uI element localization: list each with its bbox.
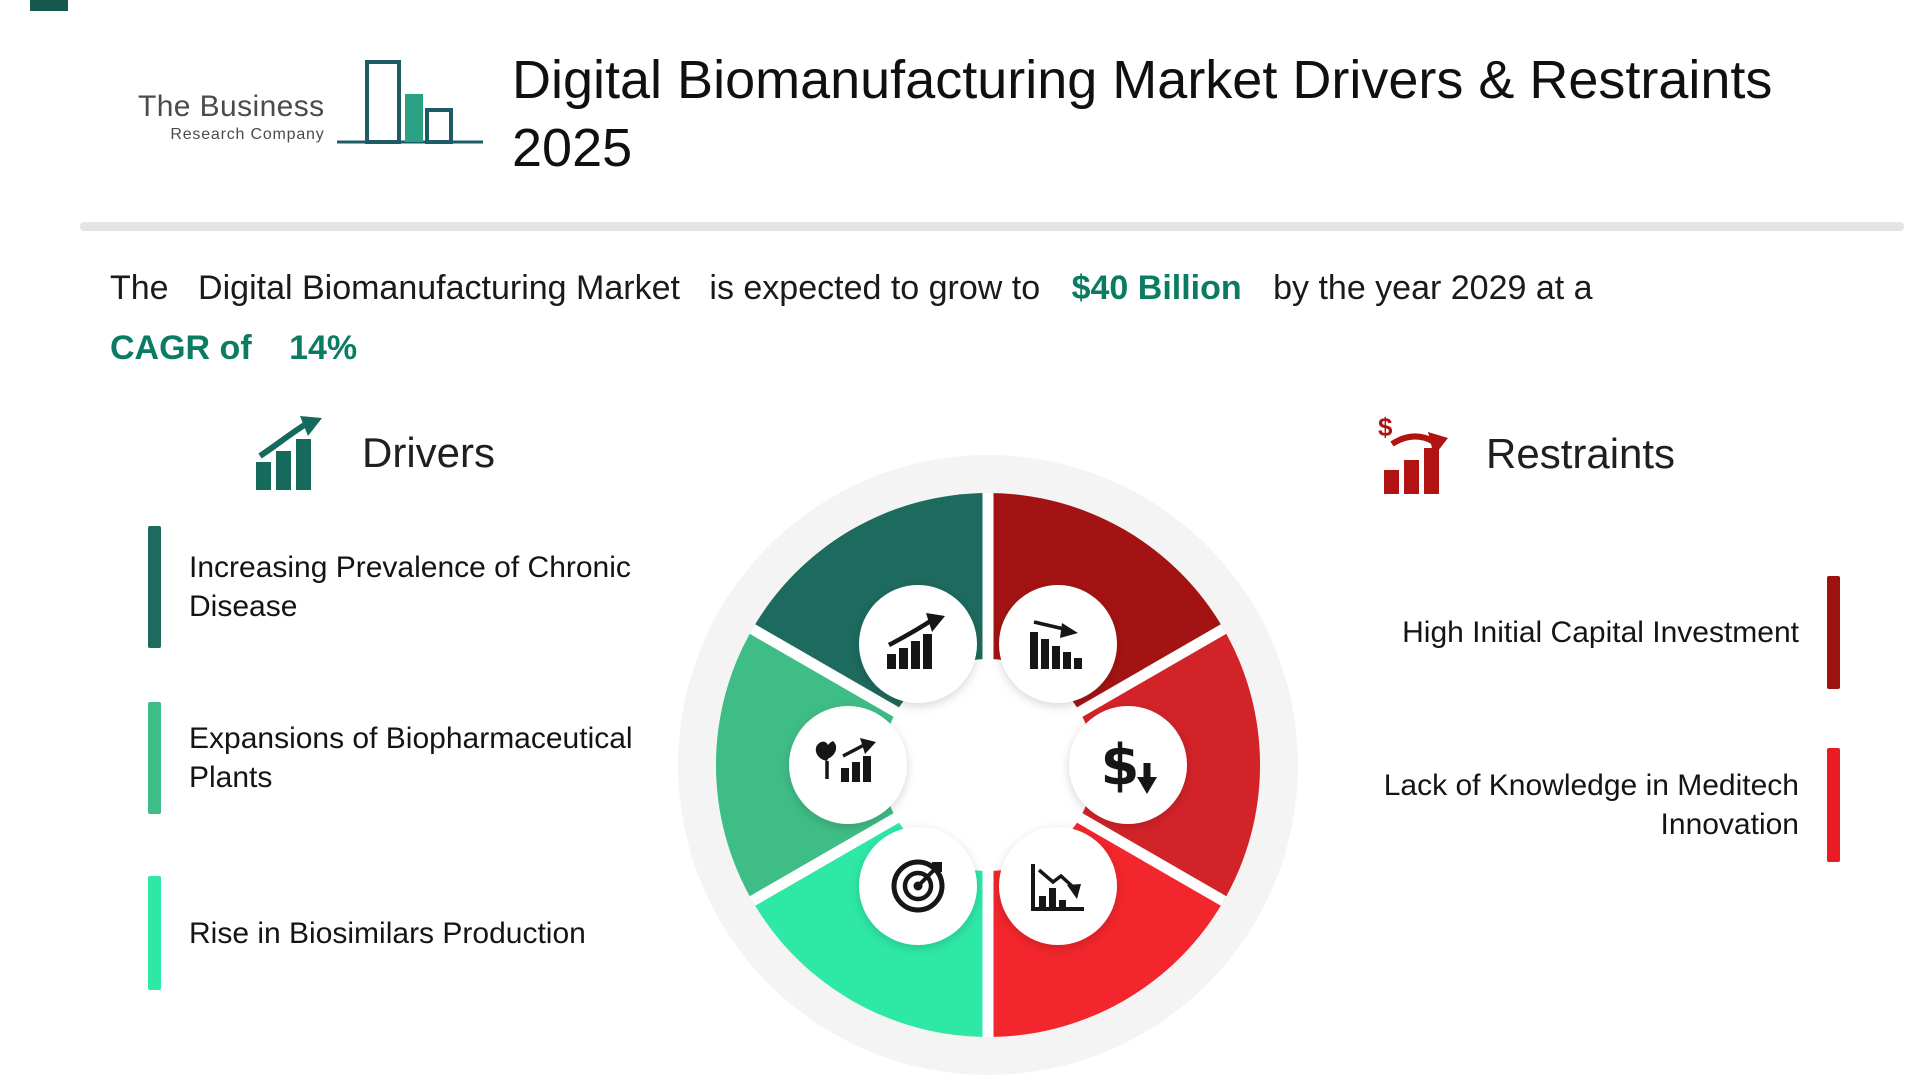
divider — [80, 222, 1904, 231]
restraint-item-bar — [1827, 748, 1840, 862]
restraints-heading: $ Restraints — [1376, 414, 1675, 494]
restraint-item: Lack of Knowledge in Meditech Innovation — [1319, 748, 1840, 862]
cagr-value: 14% — [289, 329, 358, 367]
svg-text:$: $ — [1101, 733, 1140, 798]
driver-item-bar — [148, 702, 161, 814]
target-icon — [859, 827, 977, 945]
market-name: Digital Biomanufacturing Market — [198, 269, 680, 307]
title-line-1: Digital Biomanufacturing Market Drivers … — [512, 50, 1773, 110]
rising-bar-chart-icon — [859, 585, 977, 703]
driver-item-label: Expansions of Biopharmaceutical Plants — [189, 722, 633, 794]
growth-value: $40 Billion — [1071, 269, 1242, 307]
wheel-icons: $ — [789, 585, 1187, 945]
svg-text:$: $ — [1378, 414, 1393, 442]
rising-bars-arrow-icon — [256, 416, 322, 490]
driver-item-label: Rise in Biosimilars Production — [189, 916, 586, 950]
driver-item-label: Increasing Prevalence of Chronic Disease — [189, 551, 631, 623]
logo-text-line2: Research Company — [170, 126, 325, 143]
logo-text-line1: The Business — [138, 90, 325, 123]
driver-item-bar — [148, 526, 161, 648]
page-title: Digital Biomanufacturing Market Drivers … — [512, 46, 1907, 182]
intro-part1: The — [110, 269, 169, 307]
driver-item: Increasing Prevalence of Chronic Disease — [148, 526, 709, 648]
drivers-restraints-wheel: $ — [678, 455, 1298, 1075]
declining-bars-dollar-icon: $ — [1378, 414, 1448, 494]
logo-text: The Business Research Company — [138, 90, 325, 152]
dollar-decrease-icon: $ — [1069, 706, 1187, 824]
driver-item-bar — [148, 876, 161, 990]
intro-part2: is expected to grow to — [709, 269, 1041, 307]
sprout-growth-icon — [789, 706, 907, 824]
intro-text: The Digital Biomanufacturing Market is e… — [110, 258, 1593, 378]
company-logo: The Business Research Company — [138, 56, 485, 152]
declining-line-chart-icon — [999, 827, 1117, 945]
restraint-item-label: Lack of Knowledge in Meditech Innovation — [1383, 769, 1799, 841]
restraint-item-bar — [1827, 576, 1840, 689]
restraint-item: High Initial Capital Investment — [1402, 576, 1840, 689]
driver-item: Rise in Biosimilars Production — [148, 876, 586, 990]
declining-bar-chart-icon — [999, 585, 1117, 703]
drivers-heading-label: Drivers — [362, 429, 495, 476]
intro-line-2: CAGR of 14% — [110, 318, 1593, 378]
title-line-2: 2025 — [512, 118, 633, 178]
intro-line-1: The Digital Biomanufacturing Market is e… — [110, 258, 1593, 318]
driver-item: Expansions of Biopharmaceutical Plants — [148, 702, 709, 814]
wheel-center — [882, 659, 1094, 871]
cagr-label: CAGR of — [110, 329, 252, 367]
drivers-heading: Drivers — [254, 414, 495, 492]
bar-chart-logo-icon — [336, 60, 483, 144]
restraint-item-label: High Initial Capital Investment — [1402, 616, 1799, 649]
restraints-heading-label: Restraints — [1486, 430, 1676, 477]
corner-mark — [30, 0, 68, 11]
intro-part3: by the year 2029 at a — [1273, 269, 1593, 307]
